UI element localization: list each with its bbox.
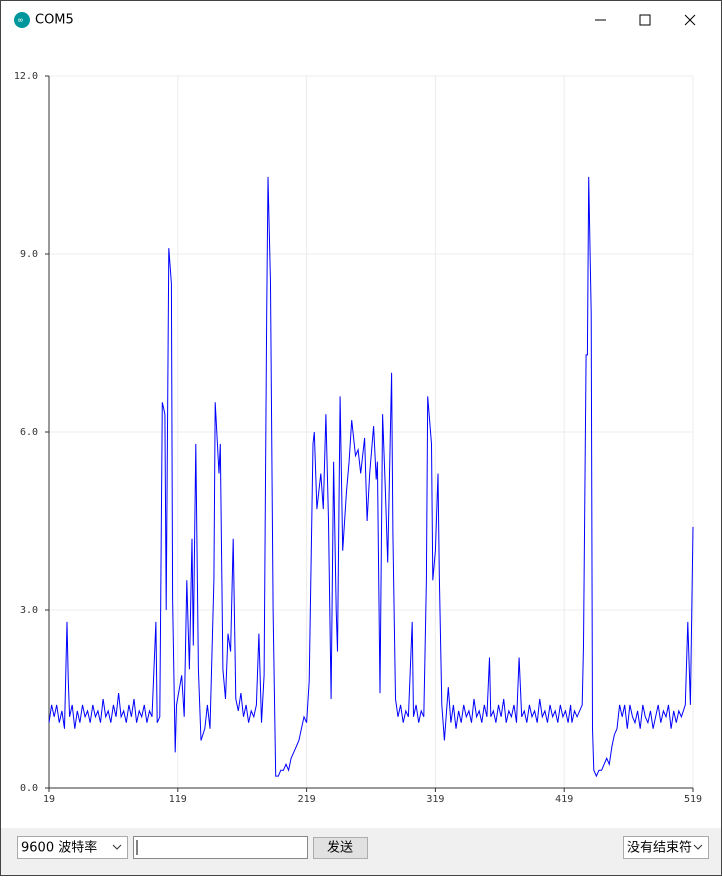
y-tick-label: 6.0 [20,427,38,438]
baud-select[interactable] [17,836,128,859]
x-tick-label: 419 [555,794,573,805]
y-tick-label: 12.0 [14,71,38,82]
app-icon-glyph: ∞ [17,16,24,25]
maximize-button[interactable] [639,14,651,26]
y-tick-label: 9.0 [20,249,38,260]
y-tick-label: 0.0 [20,783,38,794]
x-tick-label: 119 [169,794,187,805]
baud-label: 9600 波特率 [21,840,97,856]
x-tick-label: 19 [43,794,55,805]
send-label: 发送 [327,840,353,856]
send-input[interactable] [133,836,308,859]
line-ending-label: 没有结束符 [627,840,692,856]
line-ending-select[interactable] [623,836,709,859]
send-button[interactable] [313,837,368,859]
close-button[interactable] [684,14,696,26]
window-title: COM5 [35,13,74,28]
dropdown-arrow [693,844,703,850]
app-icon [14,12,30,28]
x-tick-label: 219 [298,794,316,805]
data-line [48,176,694,778]
dropdown-arrow [112,844,122,850]
x-tick-label: 519 [684,794,702,805]
y-tick-label: 3.0 [20,605,38,616]
x-tick-label: 319 [426,794,444,805]
